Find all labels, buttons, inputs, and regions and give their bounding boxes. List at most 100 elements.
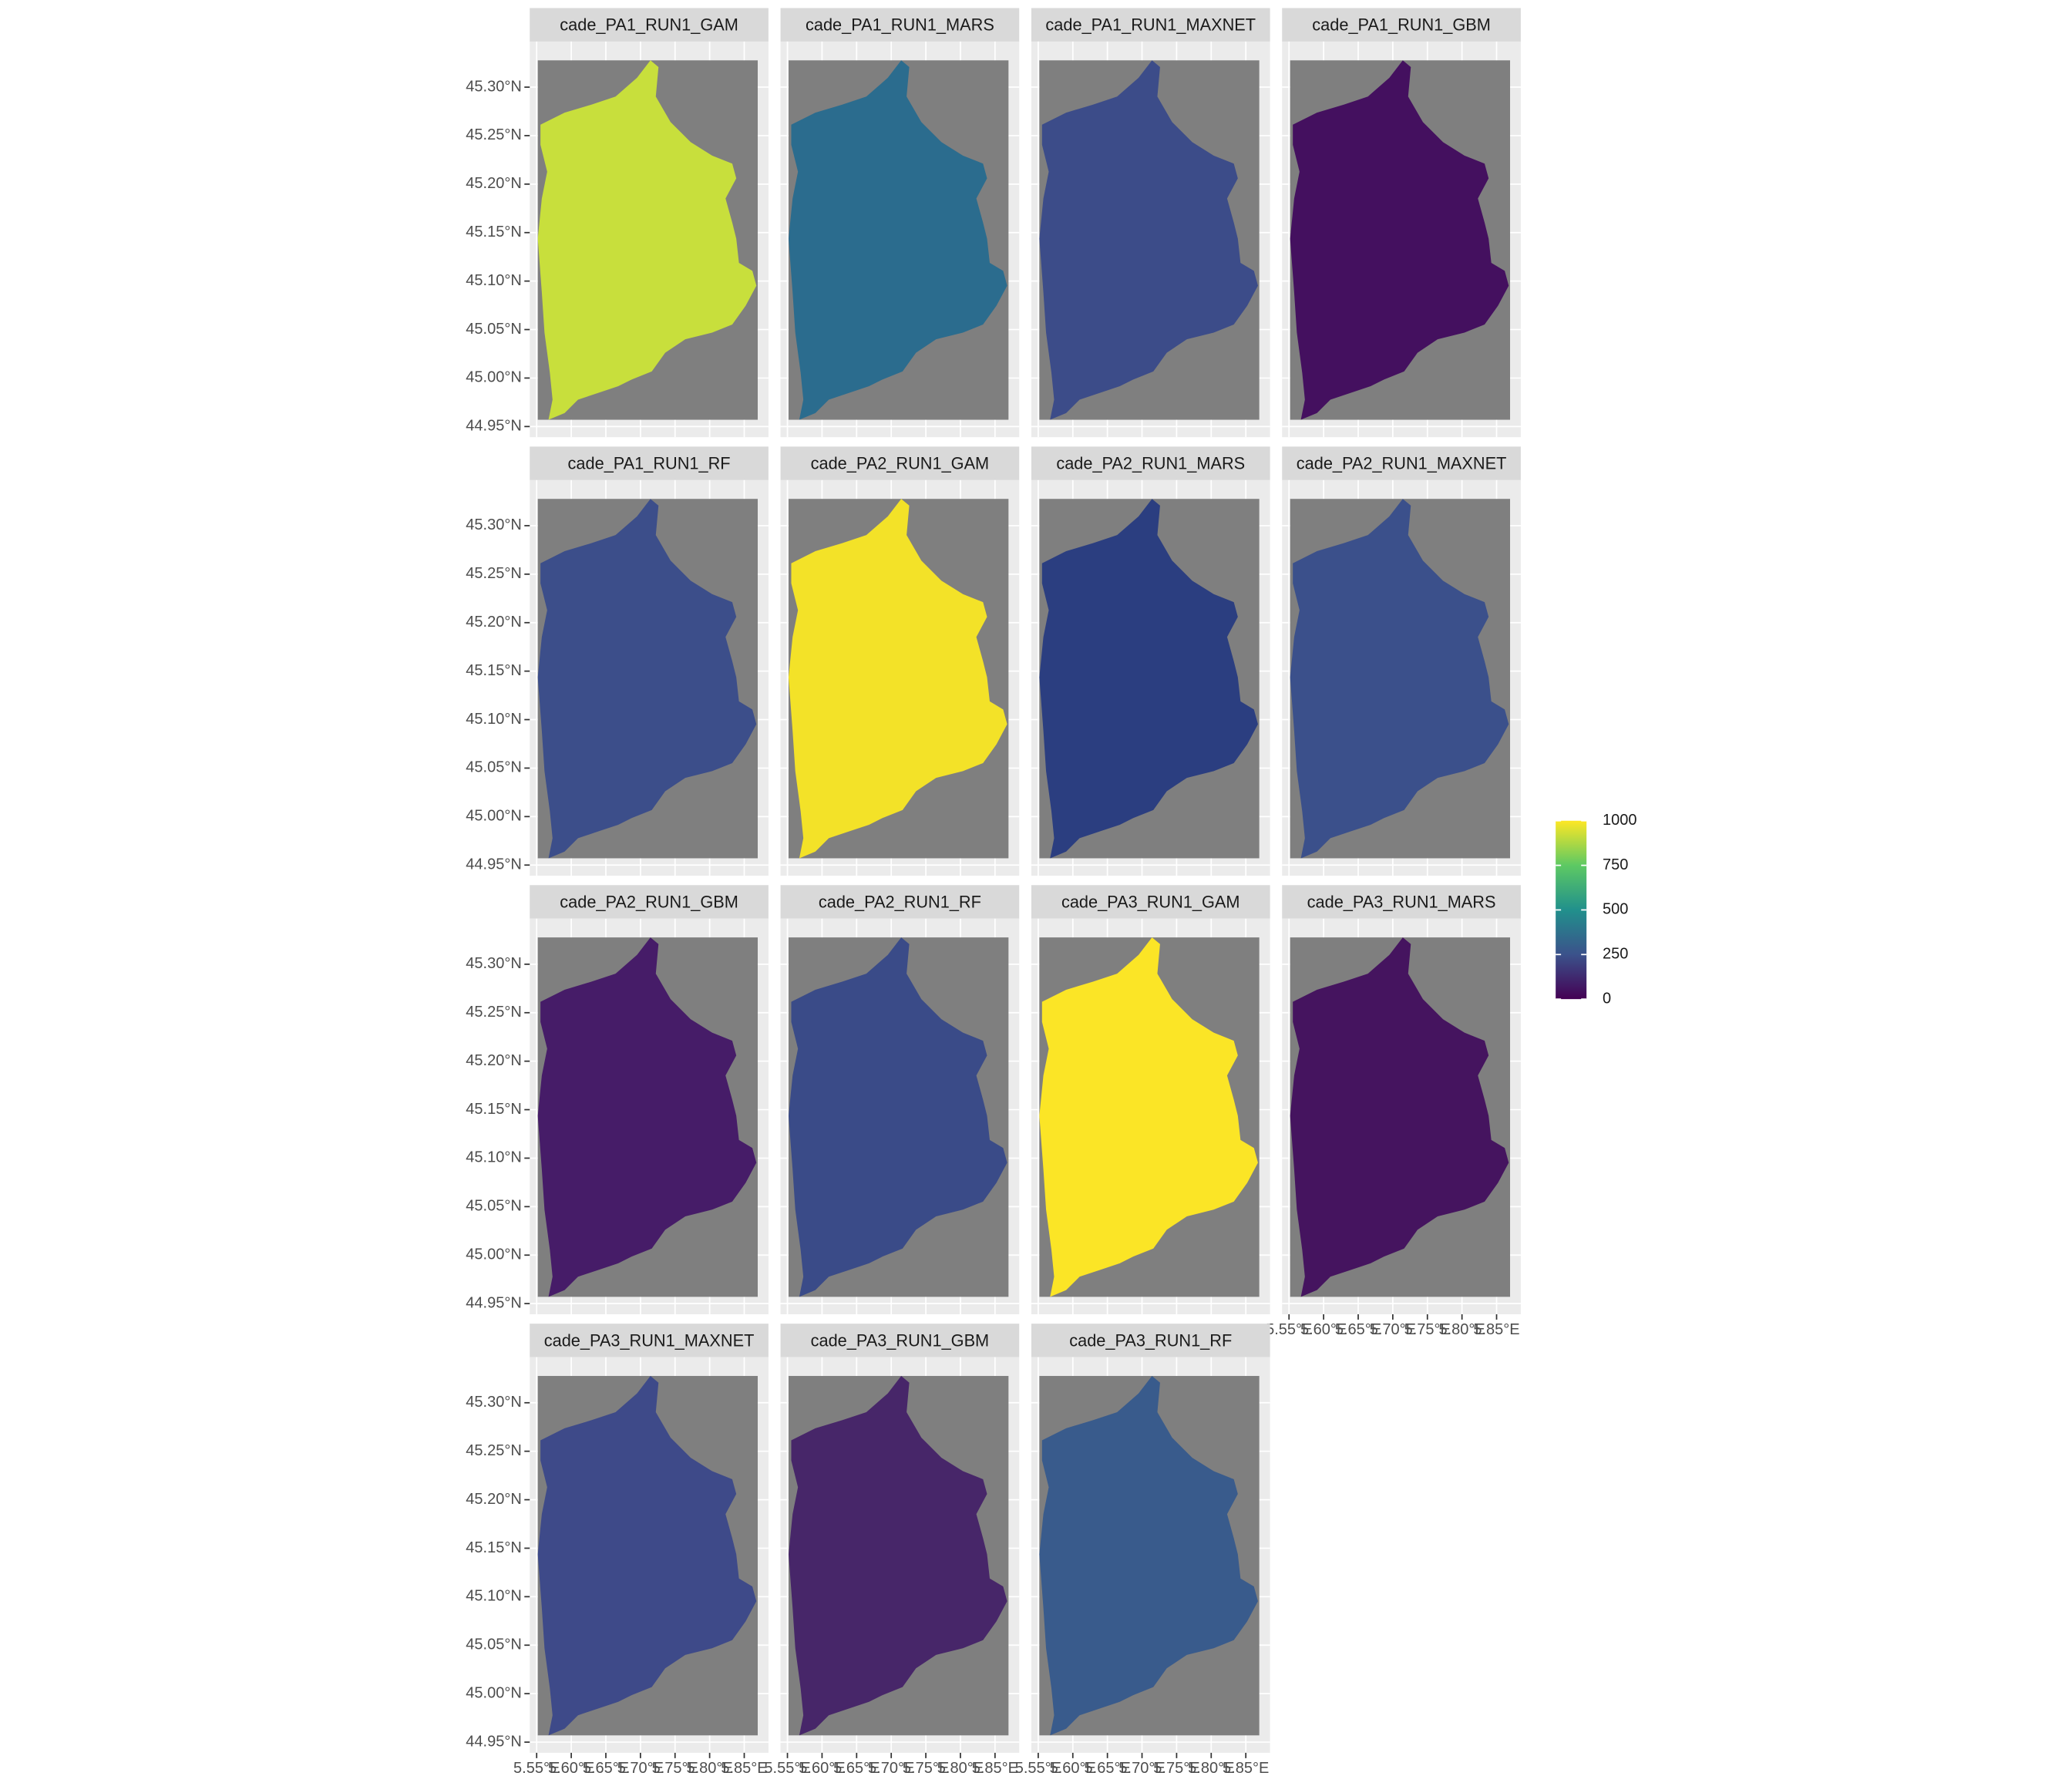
y-tick-label: 45.00°N [466,369,522,386]
panel-title: cade_PA2_RUN1_GAM [811,454,990,473]
y-tick-label: 45.25°N [466,126,522,143]
panel-title: cade_PA3_RUN1_MARS [1307,892,1496,911]
map-area [537,937,757,1297]
map-area [1290,937,1509,1297]
map-area [537,1376,757,1736]
y-tick-label: 45.05°N [466,1636,522,1653]
strip [780,885,1020,919]
panel-title: cade_PA2_RUN1_GBM [560,892,738,911]
y-tick-label: 45.25°N [466,1004,522,1021]
map-area [1290,60,1509,420]
map-area [1290,499,1509,859]
strip [1031,8,1270,42]
map-area [789,1376,1007,1736]
y-tick-label: 45.15°N [466,1539,522,1556]
map-area [537,60,757,420]
x-tick-label: 5.55°E [764,1760,810,1776]
strip [530,885,769,919]
panel-title: cade_PA3_RUN1_RF [1069,1330,1232,1350]
x-tick-label: 5.75°E [1404,1321,1451,1338]
x-tick-label: 5.80°E [686,1760,732,1776]
map-area [537,499,757,859]
legend-label: 750 [1603,856,1628,873]
map-area [789,60,1007,420]
x-tick-label: 5.85°E [972,1760,1018,1776]
y-tick-label: 45.30°N [466,78,522,95]
x-tick-label: 5.85°E [1473,1321,1519,1338]
strip [1031,885,1270,919]
x-tick-label: 5.85°E [721,1760,767,1776]
y-tick-label: 45.30°N [466,1394,522,1411]
map-area [1039,60,1258,420]
y-tick-label: 44.95°N [466,856,522,873]
map-area [789,937,1007,1297]
panel-title: cade_PA3_RUN1_GAM [1061,892,1240,911]
x-tick-label: 5.55°E [513,1760,560,1776]
legend-label: 1000 [1603,812,1637,829]
x-tick-label: 5.85°E [1223,1760,1269,1776]
y-tick-label: 45.25°N [466,1442,522,1459]
y-tick-label: 45.30°N [466,516,522,533]
map-area [1039,937,1258,1297]
y-tick-label: 44.95°N [466,1733,522,1750]
panel-title: cade_PA2_RUN1_MAXNET [1297,454,1507,473]
panel-title: cade_PA1_RUN1_RF [568,454,731,473]
legend-label: 500 [1603,901,1628,918]
panel-title: cade_PA3_RUN1_MAXNET [544,1330,755,1350]
x-tick-label: 5.55°E [1266,1321,1312,1338]
strip [780,446,1020,480]
x-tick-label: 5.65°E [833,1760,880,1776]
y-tick-label: 45.10°N [466,1149,522,1166]
panel-title: cade_PA1_RUN1_GBM [1312,15,1491,35]
x-tick-label: 5.80°E [937,1760,984,1776]
x-tick-label: 5.55°E [1015,1760,1061,1776]
panel-title: cade_PA2_RUN1_RF [819,892,981,911]
strip [780,1324,1020,1357]
y-tick-label: 45.00°N [466,808,522,825]
y-tick-label: 44.95°N [466,418,522,435]
panel-title: cade_PA1_RUN1_MARS [806,15,994,35]
x-tick-label: 5.60°E [1300,1321,1347,1338]
x-tick-label: 5.70°E [617,1760,664,1776]
strip [1282,8,1521,42]
y-tick-label: 45.15°N [466,1101,522,1118]
strip [1031,1324,1270,1357]
x-tick-label: 5.80°E [1188,1760,1234,1776]
y-tick-label: 45.05°N [466,1198,522,1215]
y-tick-label: 45.20°N [466,175,522,192]
x-tick-label: 5.75°E [1153,1760,1199,1776]
y-tick-label: 45.10°N [466,711,522,728]
panel-title: cade_PA1_RUN1_GAM [560,15,738,35]
y-tick-label: 45.20°N [466,1491,522,1508]
y-tick-label: 44.95°N [466,1294,522,1311]
x-tick-label: 5.65°E [1085,1760,1131,1776]
y-tick-label: 45.20°N [466,1052,522,1069]
strip [530,8,769,42]
y-tick-label: 45.15°N [466,662,522,679]
strip [1282,885,1521,919]
y-tick-label: 45.10°N [466,1588,522,1605]
map-area [789,499,1007,859]
panel-title: cade_PA2_RUN1_MARS [1056,454,1245,473]
y-tick-label: 45.15°N [466,224,522,240]
x-tick-label: 5.70°E [1118,1760,1165,1776]
y-tick-label: 45.25°N [466,565,522,582]
y-tick-label: 45.10°N [466,272,522,289]
legend-label: 0 [1603,990,1611,1007]
x-tick-label: 5.65°E [583,1760,629,1776]
y-tick-label: 45.05°N [466,321,522,338]
y-tick-label: 45.30°N [466,955,522,972]
x-tick-label: 5.60°E [548,1760,594,1776]
x-tick-label: 5.80°E [1439,1321,1485,1338]
strip [530,446,769,480]
strip [1031,446,1270,480]
y-tick-label: 45.00°N [466,1246,522,1263]
strip [1282,446,1521,480]
map-area [1039,1376,1258,1736]
strip [780,8,1020,42]
map-area [1039,499,1258,859]
legend-label: 250 [1603,946,1628,963]
x-tick-label: 5.75°E [903,1760,949,1776]
